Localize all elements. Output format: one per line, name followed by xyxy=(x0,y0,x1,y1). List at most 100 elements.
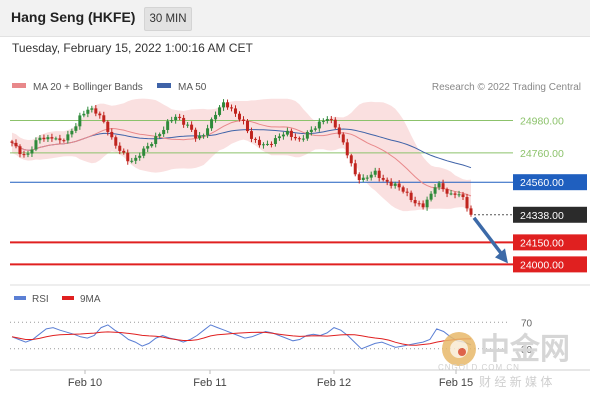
candle-body xyxy=(170,120,174,122)
level-tag-label: 24000.00 xyxy=(520,259,564,271)
candle-body xyxy=(345,142,349,156)
candle-body xyxy=(425,199,429,208)
candle-body xyxy=(238,113,242,120)
candle-body xyxy=(377,170,381,178)
candle-body xyxy=(349,155,353,164)
candle-body xyxy=(253,138,257,140)
x-tick-label: Feb 15 xyxy=(439,377,473,389)
candle-body xyxy=(18,146,22,155)
candle-body xyxy=(50,137,54,139)
timestamp: Tuesday, February 15, 2022 1:00:16 AM CE… xyxy=(12,41,253,55)
candle-body xyxy=(142,148,146,156)
candle-body xyxy=(218,107,222,115)
candle-body xyxy=(365,177,369,179)
level-tag: 24560.00 xyxy=(513,174,587,191)
candle-body xyxy=(413,200,417,204)
candle-body xyxy=(94,108,98,114)
candle-body xyxy=(245,120,249,132)
level-tag: 24150.00 xyxy=(513,234,587,251)
candle-body xyxy=(202,135,206,137)
candle-body xyxy=(90,108,94,110)
candle-body xyxy=(230,107,234,109)
candle-body xyxy=(62,140,66,142)
candle-body xyxy=(297,138,301,140)
rsi-ma-legend-swatch xyxy=(62,296,74,300)
candle-body xyxy=(138,155,142,158)
candle-body xyxy=(222,102,226,108)
rsi-panel: 70 30 xyxy=(10,318,533,356)
candle-body xyxy=(226,102,230,108)
timeframe-button[interactable]: 30 MIN xyxy=(144,7,192,31)
candle-body xyxy=(437,183,441,188)
forecast-arrow-shaft xyxy=(472,216,504,256)
candle-body xyxy=(281,134,285,137)
candle-body xyxy=(421,203,425,208)
candle-body xyxy=(34,140,38,150)
rsi-ma-legend-label: 9MA xyxy=(80,294,101,305)
candle-body xyxy=(457,194,461,196)
candle-body xyxy=(261,144,265,146)
level-tag-label: 24560.00 xyxy=(520,177,564,189)
candle-body xyxy=(186,124,190,126)
candlesticks xyxy=(10,99,473,217)
candle-body xyxy=(26,153,30,155)
bollinger-band xyxy=(12,98,471,213)
candle-body xyxy=(241,119,245,121)
candle-body xyxy=(449,193,453,195)
candle-body xyxy=(174,116,178,121)
candle-body xyxy=(385,179,389,182)
rsi-legend-label: RSI xyxy=(32,294,49,305)
bollinger-band-area xyxy=(12,98,471,213)
candle-body xyxy=(74,126,78,131)
ma50-legend-swatch xyxy=(157,83,171,88)
level-tag-box xyxy=(513,256,587,273)
candle-body xyxy=(86,109,90,114)
level-tags: 24980.00 24760.00 24560.00 24338.00 24150.00… xyxy=(513,112,587,273)
level-tag-label: 24980.00 xyxy=(520,116,564,128)
candle-body xyxy=(293,136,297,139)
candle-body xyxy=(289,130,293,137)
candle-body xyxy=(54,138,58,140)
ma20-legend-swatch xyxy=(12,83,26,88)
candle-body xyxy=(285,130,289,135)
instrument-title: Hang Seng (HKFE) xyxy=(11,9,136,25)
level-tag-box xyxy=(513,206,587,223)
research-credit: Research © 2022 Trading Central xyxy=(432,82,581,93)
candle-body xyxy=(206,128,210,136)
candle-body xyxy=(393,183,397,186)
candle-body xyxy=(353,163,357,175)
candle-body xyxy=(190,124,194,130)
candle-body xyxy=(269,143,273,145)
candle-body xyxy=(178,116,182,118)
candle-body xyxy=(150,143,154,147)
candle-body xyxy=(453,193,457,195)
level-tag-box xyxy=(513,234,587,251)
candle-body xyxy=(78,115,82,127)
candle-body xyxy=(273,138,277,144)
forecast-arrow-head xyxy=(495,248,508,264)
level-tag-box xyxy=(513,144,587,161)
candle-body xyxy=(357,174,361,181)
candle-body xyxy=(82,113,86,116)
candle-body xyxy=(210,119,214,129)
candle-body xyxy=(329,119,333,121)
candle-body xyxy=(401,187,405,192)
candle-body xyxy=(42,137,46,140)
candle-body xyxy=(277,136,281,139)
level-tag-box xyxy=(513,174,587,191)
moving-averages xyxy=(11,119,472,197)
candle-body xyxy=(445,189,449,194)
candle-body xyxy=(110,131,114,138)
candle-body xyxy=(14,142,18,147)
candle-body xyxy=(146,146,150,149)
rsi-line xyxy=(11,324,472,350)
level-tag-box xyxy=(513,112,587,129)
level-tag-label: 24150.00 xyxy=(520,237,564,249)
candle-body xyxy=(337,127,341,135)
candle-body xyxy=(58,138,62,141)
candle-body xyxy=(106,121,110,132)
candle-body xyxy=(305,131,309,139)
x-tick-label: Feb 11 xyxy=(193,377,226,389)
candle-body xyxy=(361,177,365,181)
